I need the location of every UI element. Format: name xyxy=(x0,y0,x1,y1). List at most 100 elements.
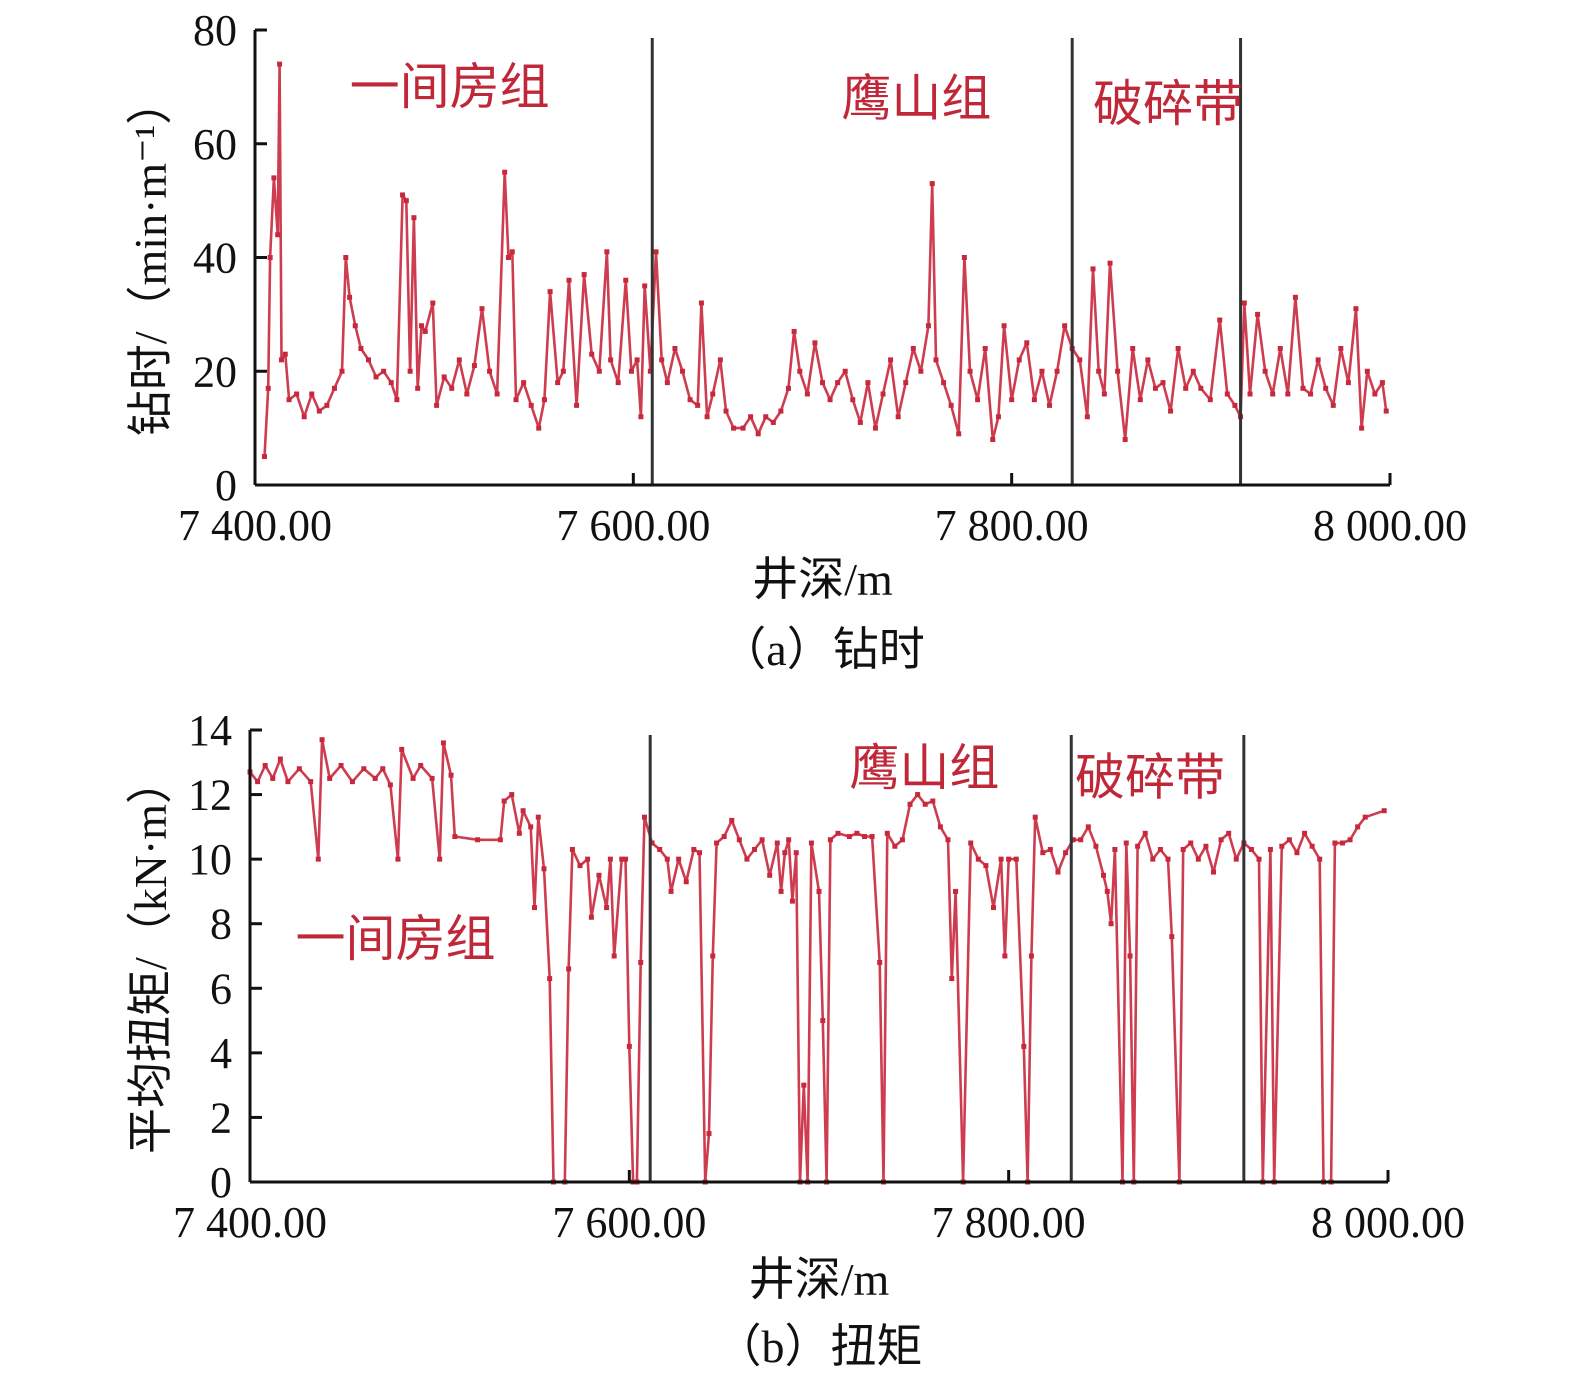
data-point xyxy=(271,175,277,181)
data-point xyxy=(1055,869,1061,875)
data-point xyxy=(1085,824,1091,830)
x-axis-title: 井深/m xyxy=(749,1254,890,1305)
data-point xyxy=(1115,368,1121,374)
data-point xyxy=(275,232,281,238)
data-point xyxy=(395,856,401,862)
data-point xyxy=(411,215,417,221)
data-point xyxy=(403,198,409,204)
data-point xyxy=(723,408,729,414)
data-point xyxy=(585,856,591,862)
data-point xyxy=(513,397,519,403)
data-point xyxy=(607,856,613,862)
data-point xyxy=(1383,408,1389,414)
data-point xyxy=(1107,260,1113,266)
data-point xyxy=(872,425,878,431)
data-point xyxy=(869,834,875,840)
data-point xyxy=(1190,368,1196,374)
data-point xyxy=(748,414,754,420)
y-tick-label: 20 xyxy=(193,347,237,396)
data-point xyxy=(915,792,921,798)
data-point xyxy=(782,850,788,856)
data-point xyxy=(1262,368,1268,374)
data-point xyxy=(1345,380,1351,386)
data-point xyxy=(850,397,856,403)
data-point xyxy=(704,414,710,420)
data-point xyxy=(1226,830,1232,836)
data-point xyxy=(541,397,547,403)
data-point xyxy=(857,419,863,425)
data-point xyxy=(835,380,841,386)
data-point xyxy=(1183,385,1189,391)
data-point xyxy=(535,814,541,820)
data-point xyxy=(1078,837,1084,843)
y-tick-label: 12 xyxy=(188,771,232,820)
data-point xyxy=(953,888,959,894)
data-point xyxy=(278,357,284,363)
data-point xyxy=(422,328,428,334)
data-point xyxy=(347,294,353,300)
data-point xyxy=(1137,397,1143,403)
data-point xyxy=(1142,830,1148,836)
data-point xyxy=(1302,830,1308,836)
data-point xyxy=(664,380,670,386)
data-point xyxy=(680,368,686,374)
data-point xyxy=(706,1131,712,1137)
data-point xyxy=(604,905,610,911)
data-point xyxy=(1077,357,1083,363)
data-point xyxy=(1359,425,1365,431)
y-axis-title: 平均扭矩/（kN·m） xyxy=(125,758,176,1154)
data-point xyxy=(820,1018,826,1024)
data-point xyxy=(668,888,674,894)
data-point xyxy=(452,834,458,840)
data-point xyxy=(619,856,625,862)
data-point xyxy=(532,905,537,911)
data-point xyxy=(418,763,424,769)
data-point xyxy=(349,779,355,785)
data-point xyxy=(1028,953,1034,959)
data-point xyxy=(528,824,534,830)
data-point xyxy=(338,763,344,769)
data-point xyxy=(560,368,566,374)
data-point xyxy=(352,323,358,329)
data-point xyxy=(1021,1043,1027,1049)
data-point xyxy=(1180,846,1186,852)
data-point xyxy=(464,391,470,397)
data-point xyxy=(638,959,644,965)
data-point xyxy=(277,61,283,67)
data-point xyxy=(315,856,321,862)
data-point xyxy=(372,775,378,781)
data-point xyxy=(487,368,493,374)
data-point xyxy=(763,414,769,420)
data-point xyxy=(933,357,939,363)
data-point xyxy=(827,397,833,403)
data-point xyxy=(479,306,485,312)
data-point xyxy=(301,414,307,420)
data-point xyxy=(316,408,322,414)
data-point xyxy=(982,346,988,351)
data-point xyxy=(536,425,542,431)
data-point xyxy=(880,391,886,397)
data-point xyxy=(676,856,682,862)
data-point xyxy=(778,888,784,894)
data-point xyxy=(331,385,337,391)
data-point xyxy=(262,763,268,769)
data-point xyxy=(907,801,913,807)
data-point xyxy=(1165,856,1171,862)
data-point xyxy=(801,1082,807,1088)
data-point xyxy=(270,775,276,781)
data-point xyxy=(729,817,735,823)
data-point xyxy=(502,169,508,175)
data-point xyxy=(812,340,818,346)
data-point xyxy=(717,357,723,363)
formation-label: 破碎带 xyxy=(1093,76,1243,132)
data-point xyxy=(588,914,594,920)
data-point xyxy=(835,830,841,836)
data-point xyxy=(659,357,665,363)
data-point xyxy=(1127,953,1133,959)
data-point xyxy=(566,966,572,972)
data-point xyxy=(381,368,387,374)
y-tick-label: 4 xyxy=(210,1029,232,1078)
data-point xyxy=(948,402,954,408)
data-point xyxy=(521,380,527,386)
data-point xyxy=(1217,317,1223,323)
